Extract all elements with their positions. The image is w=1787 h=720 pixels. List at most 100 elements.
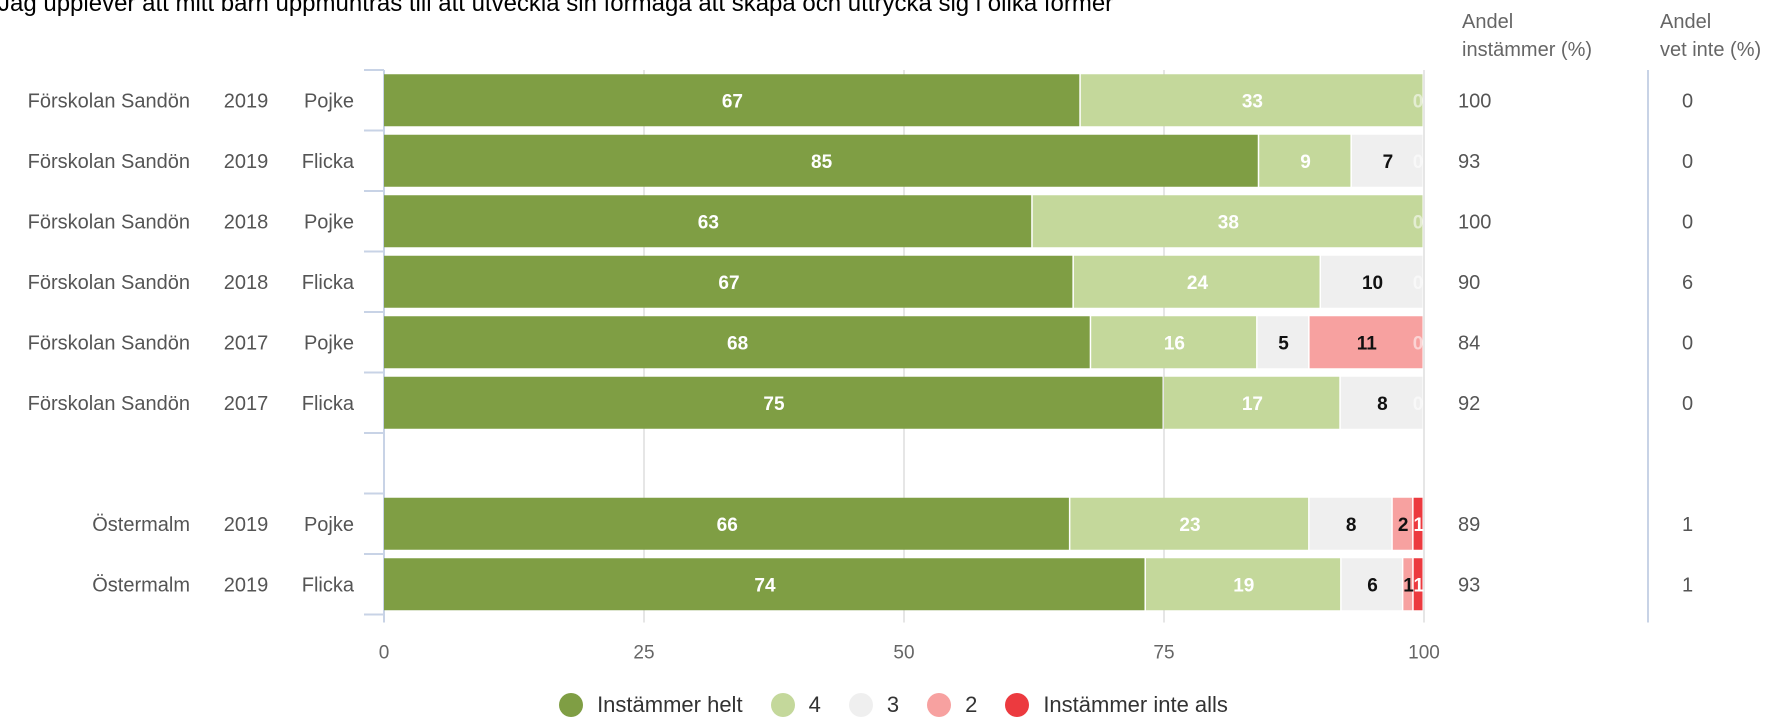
- segment-value-label: 0: [1413, 212, 1424, 233]
- agree-percent-value: 100: [1458, 211, 1491, 233]
- segment-value-label: 7: [1383, 152, 1394, 173]
- segment-value-label: 9: [1300, 152, 1311, 173]
- bar-segment: [1413, 497, 1423, 550]
- bar-segment: [1341, 558, 1402, 611]
- legend-item[interactable]: Instämmer helt: [559, 692, 743, 718]
- x-tick-label: 25: [633, 643, 654, 664]
- legend-swatch-icon: [559, 693, 584, 717]
- segment-value-label: 0: [1413, 91, 1424, 112]
- bar-segment: [1413, 558, 1423, 611]
- row-unit-label: Östermalm: [92, 514, 190, 536]
- segment-value-label: 66: [717, 515, 738, 536]
- segment-value-label: 85: [811, 152, 833, 173]
- segment-value-label: 0: [1413, 394, 1424, 415]
- x-tick-label: 75: [1153, 643, 1174, 664]
- x-tick-label: 50: [893, 643, 914, 664]
- bar-segment: [1070, 497, 1309, 550]
- bar-segment: [384, 74, 1080, 127]
- chart-title: Jag upplever att mitt barn uppmuntras ti…: [0, 0, 1114, 17]
- dont-know-percent-value: 6: [1682, 272, 1693, 294]
- segment-value-label: 1: [1414, 515, 1425, 536]
- bar-segment: [1309, 497, 1392, 550]
- row-year-label: 2019: [224, 90, 269, 112]
- segment-value-label: 8: [1346, 515, 1357, 536]
- segment-value-label: 17: [1242, 394, 1263, 415]
- segment-value-label: 1: [1403, 575, 1414, 596]
- dont-know-column-header: Andel vet inte (%): [1660, 8, 1761, 64]
- bar-segment: [1403, 558, 1413, 611]
- segment-value-label: 67: [718, 273, 739, 294]
- row-unit-label: Förskolan Sandön: [28, 272, 190, 294]
- segment-value-label: 38: [1218, 212, 1239, 233]
- legend-label: 3: [886, 692, 900, 717]
- segment-value-label: 0: [1413, 152, 1424, 173]
- dont-know-percent-value: 0: [1682, 211, 1693, 233]
- segment-value-label: 63: [698, 212, 719, 233]
- agree-percent-value: 93: [1458, 151, 1480, 173]
- bar-segment: [1073, 255, 1320, 308]
- chart-legend: Instämmer helt 4 3 2 Instämmer inte alls: [0, 690, 1787, 720]
- dont-know-percent-value: 1: [1682, 574, 1693, 596]
- bar-segment: [1080, 74, 1423, 127]
- segment-value-label: 6: [1367, 575, 1378, 596]
- segment-value-label: 11: [1357, 333, 1378, 354]
- row-year-label: 2018: [224, 272, 269, 294]
- row-gender-label: Flicka: [302, 574, 355, 596]
- row-year-label: 2018: [224, 211, 269, 233]
- segment-value-label: 67: [722, 91, 743, 112]
- bar-segment: [384, 316, 1090, 369]
- legend-item[interactable]: 3: [848, 692, 900, 718]
- segment-value-label: 24: [1187, 273, 1209, 294]
- row-gender-label: Pojke: [304, 90, 354, 112]
- bar-segment: [1091, 316, 1257, 369]
- bar-segment: [1351, 134, 1423, 187]
- legend-swatch-icon: [1005, 693, 1030, 717]
- dont-know-percent-value: 0: [1682, 90, 1693, 112]
- bar-segment: [1321, 255, 1423, 308]
- bar-segment: [1164, 376, 1340, 429]
- bar-segment: [384, 497, 1069, 550]
- x-tick-label: 100: [1408, 643, 1440, 664]
- legend-label: Instämmer helt: [597, 692, 743, 717]
- segment-value-label: 0: [1413, 273, 1424, 294]
- agree-column-header-text: Andel instämmer (%): [1462, 11, 1593, 61]
- dont-know-percent-value: 0: [1682, 332, 1693, 354]
- agree-column-header: Andel instämmer (%): [1462, 8, 1592, 64]
- legend-swatch-icon: [770, 693, 795, 717]
- segment-value-label: 5: [1278, 333, 1289, 354]
- legend-label: 4: [808, 692, 821, 717]
- legend-item[interactable]: 4: [770, 692, 821, 718]
- row-year-label: 2019: [224, 151, 269, 173]
- bar-segment: [384, 134, 1258, 187]
- x-tick-label: 0: [379, 643, 390, 664]
- row-gender-label: Pojke: [304, 332, 354, 354]
- segment-value-label: 33: [1242, 91, 1263, 112]
- segment-value-label: 68: [727, 333, 748, 354]
- legend-item[interactable]: Instämmer inte alls: [1005, 692, 1228, 718]
- segment-value-label: 23: [1179, 515, 1200, 536]
- segment-value-label: 19: [1233, 575, 1254, 596]
- segment-value-label: 16: [1164, 333, 1185, 354]
- bar-segment: [384, 376, 1163, 429]
- row-gender-label: Pojke: [304, 211, 354, 233]
- dont-know-column-header-text: Andel vet inte (%): [1660, 11, 1762, 61]
- row-year-label: 2019: [224, 574, 269, 596]
- row-unit-label: Förskolan Sandön: [28, 393, 190, 415]
- dont-know-percent-value: 0: [1682, 151, 1693, 173]
- row-unit-label: Förskolan Sandön: [28, 211, 190, 233]
- bar-segment: [384, 195, 1032, 248]
- agree-percent-value: 93: [1458, 574, 1480, 596]
- row-year-label: 2019: [224, 514, 269, 536]
- bar-segment: [1257, 316, 1309, 369]
- legend-item[interactable]: 2: [927, 692, 977, 718]
- row-gender-label: Flicka: [302, 393, 355, 415]
- bar-segment: [1032, 195, 1423, 248]
- segment-value-label: 1: [1414, 575, 1425, 596]
- agree-percent-value: 84: [1458, 332, 1480, 354]
- legend-label: Instämmer inte alls: [1043, 692, 1228, 717]
- row-gender-label: Pojke: [304, 514, 354, 536]
- bar-segment: [384, 558, 1145, 611]
- legend-label: 2: [965, 692, 978, 717]
- segment-value-label: 74: [754, 575, 776, 596]
- agree-percent-value: 100: [1458, 90, 1491, 112]
